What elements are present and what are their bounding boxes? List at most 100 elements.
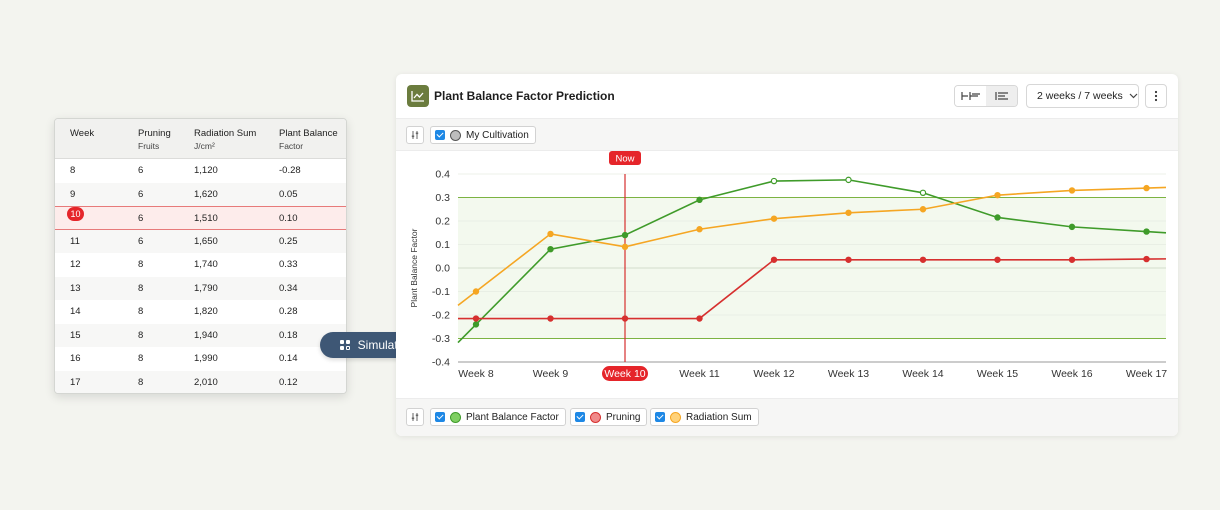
table-cell: 8 [138, 282, 144, 294]
y-tick-label: 0.2 [435, 216, 450, 228]
series-line-pruning [458, 258, 1167, 320]
more-options-button[interactable] [1145, 84, 1167, 108]
data-point [919, 256, 927, 263]
table-row[interactable]: 14 8 1,820 0.28 [55, 300, 346, 324]
table-cell: 1,620 [194, 188, 218, 200]
checkbox-checked-icon[interactable] [575, 412, 585, 422]
table-header: Week Pruning Fruits Radiation Sum J/cm² … [55, 119, 346, 159]
table-cell: 1,820 [194, 306, 218, 317]
data-point [1143, 184, 1150, 192]
table-cell: 14 [70, 306, 81, 317]
data-point [1143, 228, 1150, 235]
table-row[interactable]: 10 6 1,510 0.10 [55, 206, 346, 230]
week-badge-number: 10 [67, 207, 84, 221]
header-pbf-unit: Factor [279, 141, 304, 151]
legend-label-pbf: Plant Balance Factor [466, 411, 559, 423]
simulate-label: Simulate [357, 338, 405, 352]
x-tick-label: Week 8 [458, 368, 494, 380]
data-point [547, 315, 554, 322]
table-cell: 1,120 [194, 165, 218, 176]
legend-chip-plant-balance-factor[interactable]: Plant Balance Factor [430, 408, 566, 426]
list-view-icon [994, 92, 1008, 100]
chevron-down-icon [1129, 93, 1138, 99]
table-row[interactable]: 12 8 1,740 0.33 [55, 253, 346, 277]
checkbox-checked-icon[interactable] [435, 412, 445, 422]
table-row[interactable]: 15 8 1,940 0.18 [55, 323, 346, 347]
checkbox-checked-icon[interactable] [655, 412, 665, 422]
checkbox-checked-icon[interactable] [435, 130, 445, 140]
table-cell: 1,990 [194, 353, 218, 364]
table-cell: 0.34 [279, 282, 298, 294]
sliders-icon [411, 413, 419, 421]
pruning-dot-icon [590, 411, 601, 423]
now-marker-pill [609, 151, 641, 165]
view-list-button[interactable] [986, 86, 1017, 106]
header-week: Week [70, 127, 94, 140]
table-cell: 8 [138, 259, 144, 270]
table-cell: 13 [70, 282, 81, 294]
table-cell: 8 [138, 329, 144, 341]
table-cell: 8 [138, 376, 144, 388]
y-tick-label: 0.0 [435, 263, 450, 275]
view-toggle [954, 85, 1018, 107]
legend-settings-button[interactable] [406, 408, 424, 426]
header-pruning-title: Pruning [138, 128, 171, 139]
table-cell: 0.05 [279, 188, 298, 200]
legend-label-pruning: Pruning [606, 411, 641, 423]
range-view-icon [960, 92, 980, 100]
data-point [845, 209, 852, 216]
filter-settings-button[interactable] [406, 126, 424, 144]
filter-chip-label: My Cultivation [466, 129, 529, 141]
table-row[interactable]: 8 6 1,120 -0.28 [55, 159, 346, 183]
data-point [845, 256, 852, 263]
data-point [621, 231, 629, 239]
data-point [472, 288, 480, 295]
table-cell: 1,510 [194, 213, 218, 224]
data-point [919, 206, 927, 213]
data-point [770, 215, 778, 222]
data-point [696, 196, 703, 204]
table-row[interactable]: 9 6 1,620 0.05 [55, 182, 346, 206]
pbf-dot-icon [450, 411, 461, 423]
range-select-value: 2 weeks / 7 weeks [1037, 90, 1123, 102]
header-pruning-unit: Fruits [138, 141, 160, 151]
table-row[interactable]: 13 8 1,790 0.34 [55, 276, 346, 300]
data-point [472, 321, 480, 328]
data-point [621, 315, 629, 322]
data-point [1143, 255, 1150, 263]
range-select[interactable]: 2 weeks / 7 weeks [1026, 84, 1139, 108]
table-cell: 1,650 [194, 235, 218, 247]
y-tick-label: -0.1 [432, 286, 450, 298]
x-tick-label: Week 11 [679, 368, 720, 380]
table-cell: 15 [70, 329, 81, 341]
table-cell: 1,940 [194, 329, 218, 341]
table-cell: -0.28 [279, 165, 301, 176]
table-row[interactable]: 11 6 1,650 0.25 [55, 229, 346, 253]
filter-chip-my-cultivation[interactable]: My Cultivation [430, 126, 536, 144]
x-tick-label: Week 12 [753, 368, 794, 380]
table-cell: 8 [138, 353, 144, 364]
data-point [696, 315, 703, 322]
legend-chip-radiation-sum[interactable]: Radiation Sum [650, 408, 759, 426]
filter-bar: My Cultivation [396, 118, 1178, 151]
view-range-button[interactable] [955, 86, 986, 106]
table-cell: 8 [138, 306, 144, 317]
y-tick-label: 0.3 [435, 192, 450, 204]
chart-header: Plant Balance Factor Prediction 2 weeks … [396, 74, 1178, 118]
data-point [621, 243, 629, 251]
table-row[interactable]: 16 8 1,990 0.14 [55, 347, 346, 371]
x-tick-label: Week 13 [828, 368, 869, 380]
line-chart: 0.4 0.3 0.2 0.1 0.0 -0.1 -0.2 -0.3 -0.4 Plant Bal… [409, 151, 1167, 381]
table-cell: 11 [70, 235, 80, 247]
table-cell: 6 [138, 188, 144, 200]
data-point [770, 256, 778, 263]
table-row[interactable]: 17 8 2,010 0.12 [55, 370, 346, 393]
table-cell: 8 [70, 165, 76, 176]
table-body: 8 6 1,120 -0.28 9 6 1,620 0.05 10 6 1,510 0.10 11 6 1,… [55, 159, 346, 393]
data-point [696, 226, 703, 233]
grid-plus-icon [339, 339, 351, 351]
data-point [1068, 223, 1076, 231]
radiation-dot-icon [670, 411, 681, 423]
legend-chip-pruning[interactable]: Pruning [570, 408, 648, 426]
table-cell: 6 [138, 235, 144, 247]
